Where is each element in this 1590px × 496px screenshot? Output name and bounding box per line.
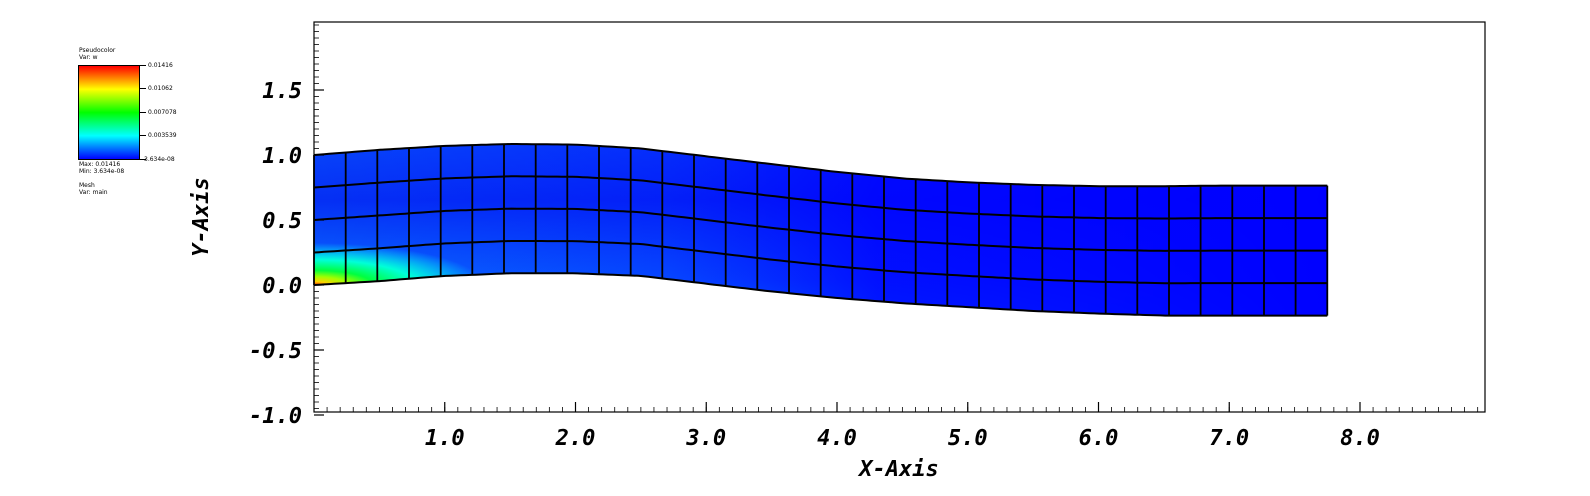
y-axis-tick-labels: -1.0 -0.5 0.0 0.5 1.0 1.5 — [249, 79, 302, 429]
colorbar-tick-label: 0.01416 — [148, 62, 173, 69]
x-tick-label: 1.0 — [425, 426, 465, 451]
x-axis-title: X-Axis — [857, 457, 938, 482]
y-tick-label: -1.0 — [249, 404, 302, 429]
x-tick-label: 7.0 — [1209, 426, 1249, 451]
colorbar-tick-mark — [140, 65, 146, 66]
y-tick-label: 0.0 — [262, 274, 302, 299]
x-axis-major-ticks — [444, 402, 1361, 412]
colorbar — [78, 65, 140, 160]
colorbar-tick-mark — [140, 88, 146, 89]
legend-mesh-var: Var: main — [79, 189, 108, 196]
colorbar-tick-label: 3.634e-08 — [144, 156, 175, 163]
mesh-field — [314, 144, 1328, 316]
colorbar-tick-label: 0.01062 — [148, 85, 173, 92]
colorbar-tick-mark — [140, 159, 146, 160]
colorbar-tick-label: 0.003539 — [148, 132, 177, 139]
y-tick-label: 1.5 — [262, 79, 302, 104]
x-tick-label: 4.0 — [817, 426, 857, 451]
x-tick-label: 6.0 — [1079, 426, 1119, 451]
legend-plot-title: Pseudocolor — [79, 47, 116, 54]
x-tick-label: 5.0 — [948, 426, 988, 451]
y-axis-title: Y-Axis — [189, 177, 214, 256]
legend-min-label: Min: 3.634e-08 — [79, 168, 125, 175]
x-axis-minor-ticks — [326, 407, 1479, 412]
colorbar-tick-label: 0.007078 — [148, 109, 177, 116]
legend-var-label: Var: w — [79, 54, 98, 61]
legend-mesh-title: Mesh — [79, 182, 95, 189]
pseudocolor-legend: Pseudocolor Var: w 0.01416 0.01062 0.007… — [0, 0, 240, 220]
colorbar-tick-mark — [140, 135, 146, 136]
y-tick-label: 0.5 — [262, 209, 302, 234]
x-tick-label: 8.0 — [1340, 426, 1380, 451]
x-tick-label: 2.0 — [555, 426, 596, 451]
y-axis-major-ticks — [314, 89, 324, 416]
mesh-lines — [313, 143, 1329, 317]
y-tick-label: -0.5 — [249, 339, 302, 364]
y-tick-label: 1.0 — [262, 144, 302, 169]
x-axis-tick-labels: 1.0 2.0 3.0 4.0 5.0 6.0 7.0 8.0 — [425, 426, 1380, 451]
colorbar-tick-mark — [140, 112, 146, 113]
legend-max-label: Max: 0.01416 — [79, 161, 121, 168]
x-tick-label: 3.0 — [685, 426, 726, 451]
